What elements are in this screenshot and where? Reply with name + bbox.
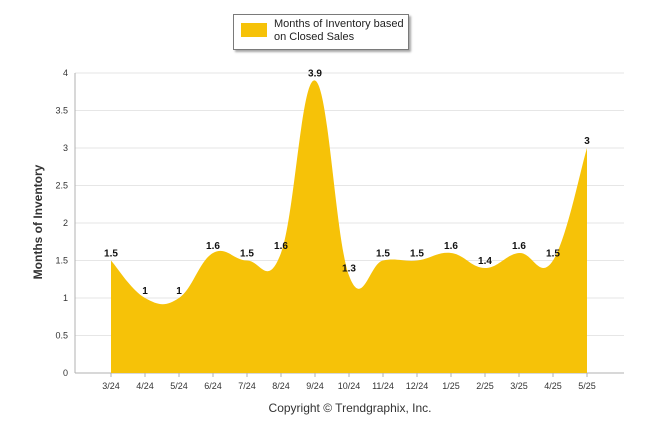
y-tick-label: 0 xyxy=(63,368,68,378)
data-label: 1.5 xyxy=(240,249,254,260)
x-tick-label: 10/24 xyxy=(338,381,361,391)
x-tick-label: 8/24 xyxy=(272,381,290,391)
data-label: 1.6 xyxy=(206,241,220,252)
y-tick-label: 4 xyxy=(63,68,68,78)
x-tick-label: 2/25 xyxy=(476,381,494,391)
data-label: 1.6 xyxy=(512,241,526,252)
x-tick-label: 11/24 xyxy=(372,381,394,391)
legend-label: Months of Inventory based on Closed Sale… xyxy=(274,18,404,43)
x-tick-label: 5/24 xyxy=(170,381,188,391)
x-tick-label: 12/24 xyxy=(406,381,429,391)
data-label: 1 xyxy=(142,286,148,297)
data-label: 1.6 xyxy=(444,241,458,252)
copyright-text: Copyright © Trendgraphix, Inc. xyxy=(268,401,432,415)
y-tick-label: 2.5 xyxy=(55,181,68,191)
y-axis-title: Months of Inventory xyxy=(31,164,45,280)
x-tick-label: 4/25 xyxy=(544,381,562,391)
x-tick-label: 9/24 xyxy=(306,381,324,391)
x-tick-label: 7/24 xyxy=(238,381,256,391)
y-tick-label: 3.5 xyxy=(55,106,68,116)
legend[interactable]: Months of Inventory based on Closed Sale… xyxy=(233,14,409,50)
data-label: 1.5 xyxy=(410,249,424,260)
data-label: 3 xyxy=(584,136,590,147)
y-tick-label: 2 xyxy=(63,218,68,228)
x-tick-label: 1/25 xyxy=(442,381,460,391)
y-tick-label: 1 xyxy=(63,293,68,303)
x-tick-label: 3/24 xyxy=(102,381,120,391)
x-tick-label: 6/24 xyxy=(204,381,222,391)
x-tick-label: 4/24 xyxy=(136,381,154,391)
data-label: 1 xyxy=(176,286,182,297)
data-label: 1.5 xyxy=(376,249,390,260)
x-tick-label: 3/25 xyxy=(510,381,528,391)
x-tick-label: 5/25 xyxy=(578,381,596,391)
data-label: 1.5 xyxy=(546,249,560,260)
data-label: 1.4 xyxy=(478,256,492,267)
series-area xyxy=(111,80,587,374)
y-tick-label: 3 xyxy=(63,143,68,153)
data-label: 1.6 xyxy=(274,241,288,252)
data-label: 1.3 xyxy=(342,264,356,275)
y-tick-label: 1.5 xyxy=(55,256,68,266)
y-tick-label: 0.5 xyxy=(55,331,68,341)
data-label: 3.9 xyxy=(308,69,322,80)
data-label: 1.5 xyxy=(104,249,118,260)
legend-swatch xyxy=(241,23,267,37)
